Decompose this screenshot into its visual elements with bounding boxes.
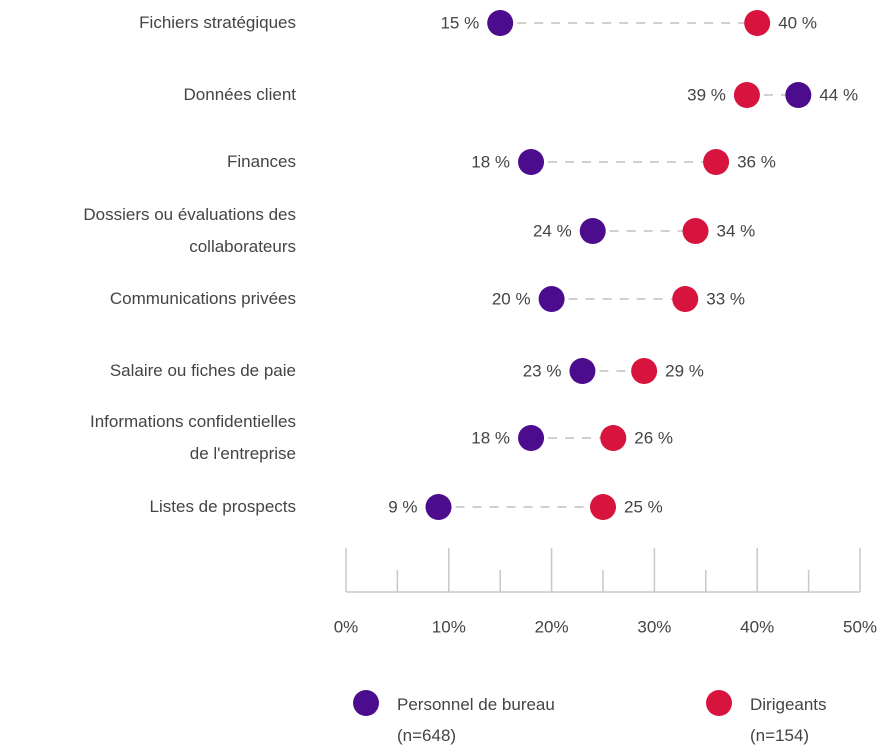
dot bbox=[518, 425, 545, 451]
value-label: 40 % bbox=[778, 13, 817, 32]
value-label: 25 % bbox=[624, 497, 663, 516]
dot bbox=[518, 149, 545, 175]
legend-label: Personnel de bureau (n=648) bbox=[397, 695, 555, 745]
x-tick-label: 30% bbox=[637, 617, 671, 636]
value-label: 44 % bbox=[819, 85, 858, 104]
category-label: Dossiers ou évaluations des collaborateu… bbox=[83, 205, 296, 256]
category-label: Finances bbox=[227, 152, 296, 171]
x-tick-label: 0% bbox=[334, 617, 359, 636]
dot bbox=[703, 149, 730, 175]
value-label: 39 % bbox=[687, 85, 726, 104]
value-label: 26 % bbox=[634, 428, 673, 447]
value-label: 33 % bbox=[706, 289, 745, 308]
legend-swatch bbox=[353, 690, 379, 716]
legend-swatch bbox=[706, 690, 732, 716]
category-label: Communications privées bbox=[109, 289, 296, 308]
value-label: 9 % bbox=[388, 497, 417, 516]
category-label: Listes de prospects bbox=[149, 497, 296, 516]
category-label: Fichiers stratégiques bbox=[139, 13, 296, 32]
dot bbox=[733, 82, 760, 108]
dot bbox=[579, 218, 606, 244]
dot bbox=[538, 286, 565, 312]
x-tick-label: 50% bbox=[843, 617, 877, 636]
x-tick-label: 10% bbox=[432, 617, 466, 636]
dot bbox=[487, 10, 514, 36]
dot bbox=[631, 358, 658, 384]
value-label: 23 % bbox=[523, 361, 562, 380]
dot bbox=[785, 82, 812, 108]
value-label: 34 % bbox=[717, 221, 756, 240]
dot bbox=[590, 494, 616, 520]
dot bbox=[744, 10, 771, 36]
dot bbox=[600, 425, 627, 451]
category-label: Données client bbox=[183, 85, 296, 104]
category-label: Informations confidentielles de l'entrep… bbox=[89, 412, 296, 463]
dot bbox=[682, 218, 709, 244]
dot bbox=[425, 494, 452, 520]
value-label: 36 % bbox=[737, 152, 776, 171]
x-tick-label: 40% bbox=[740, 617, 774, 636]
legend-label: Dirigeants (n=154) bbox=[750, 695, 827, 745]
dot bbox=[672, 286, 699, 312]
category-label: Salaire ou fiches de paie bbox=[109, 361, 296, 380]
x-tick-label: 20% bbox=[535, 617, 569, 636]
value-label: 29 % bbox=[665, 361, 704, 380]
value-label: 15 % bbox=[440, 13, 479, 32]
value-label: 20 % bbox=[492, 289, 531, 308]
value-label: 18 % bbox=[471, 428, 510, 447]
value-label: 24 % bbox=[533, 221, 572, 240]
value-label: 18 % bbox=[471, 152, 510, 171]
dot bbox=[569, 358, 596, 384]
